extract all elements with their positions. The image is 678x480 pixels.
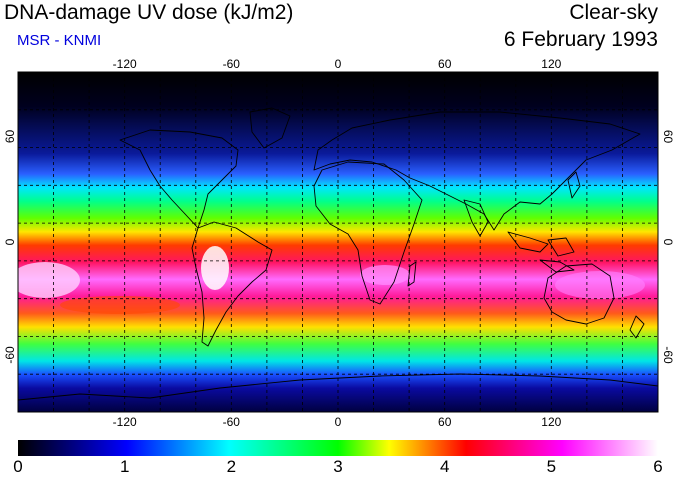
colorbar bbox=[18, 440, 658, 456]
lat-tick-label: -60 bbox=[661, 346, 675, 364]
lat-ticks-right: 60 0 -60 bbox=[661, 130, 675, 364]
lon-tick-label: 60 bbox=[438, 57, 452, 71]
lat-tick-label: 0 bbox=[661, 239, 675, 246]
lon-tick-label: 0 bbox=[335, 57, 342, 71]
colorbar-label: 0 bbox=[13, 457, 23, 476]
colorbar-label: 3 bbox=[333, 457, 343, 476]
sky-condition-label: Clear-sky bbox=[569, 1, 658, 24]
lon-tick-label: 120 bbox=[541, 415, 561, 429]
lat-tick-label: 60 bbox=[661, 130, 675, 144]
colorbar-label: 1 bbox=[119, 457, 130, 476]
lon-ticks-bottom: -120 -60 0 60 120 bbox=[113, 415, 562, 429]
lat-tick-label: 60 bbox=[3, 130, 17, 144]
source-label: MSR - KNMI bbox=[17, 32, 102, 49]
lon-tick-label: -60 bbox=[223, 415, 241, 429]
lon-tick-label: -120 bbox=[113, 415, 137, 429]
lon-tick-label: -120 bbox=[113, 57, 137, 71]
map-title: DNA-damage UV dose (kJ/m2) bbox=[4, 1, 294, 24]
lon-tick-label: 120 bbox=[541, 57, 561, 71]
lon-tick-label: 60 bbox=[438, 415, 452, 429]
colorbar-label: 2 bbox=[226, 457, 237, 476]
colorbar-label: 4 bbox=[439, 457, 450, 476]
lon-ticks-top: -120 -60 0 60 120 bbox=[113, 57, 562, 71]
lon-tick-label: 0 bbox=[335, 415, 342, 429]
coastlines bbox=[18, 107, 658, 401]
lat-tick-label: -60 bbox=[3, 346, 17, 364]
date-label: 6 February 1993 bbox=[503, 28, 658, 51]
lon-tick-label: -60 bbox=[223, 57, 241, 71]
colorbar-label: 5 bbox=[546, 457, 557, 476]
graticule bbox=[18, 72, 658, 412]
colorbar-label: 6 bbox=[653, 457, 663, 476]
lat-ticks-left: 60 0 -60 bbox=[3, 130, 17, 364]
lat-tick-label: 0 bbox=[3, 238, 17, 245]
